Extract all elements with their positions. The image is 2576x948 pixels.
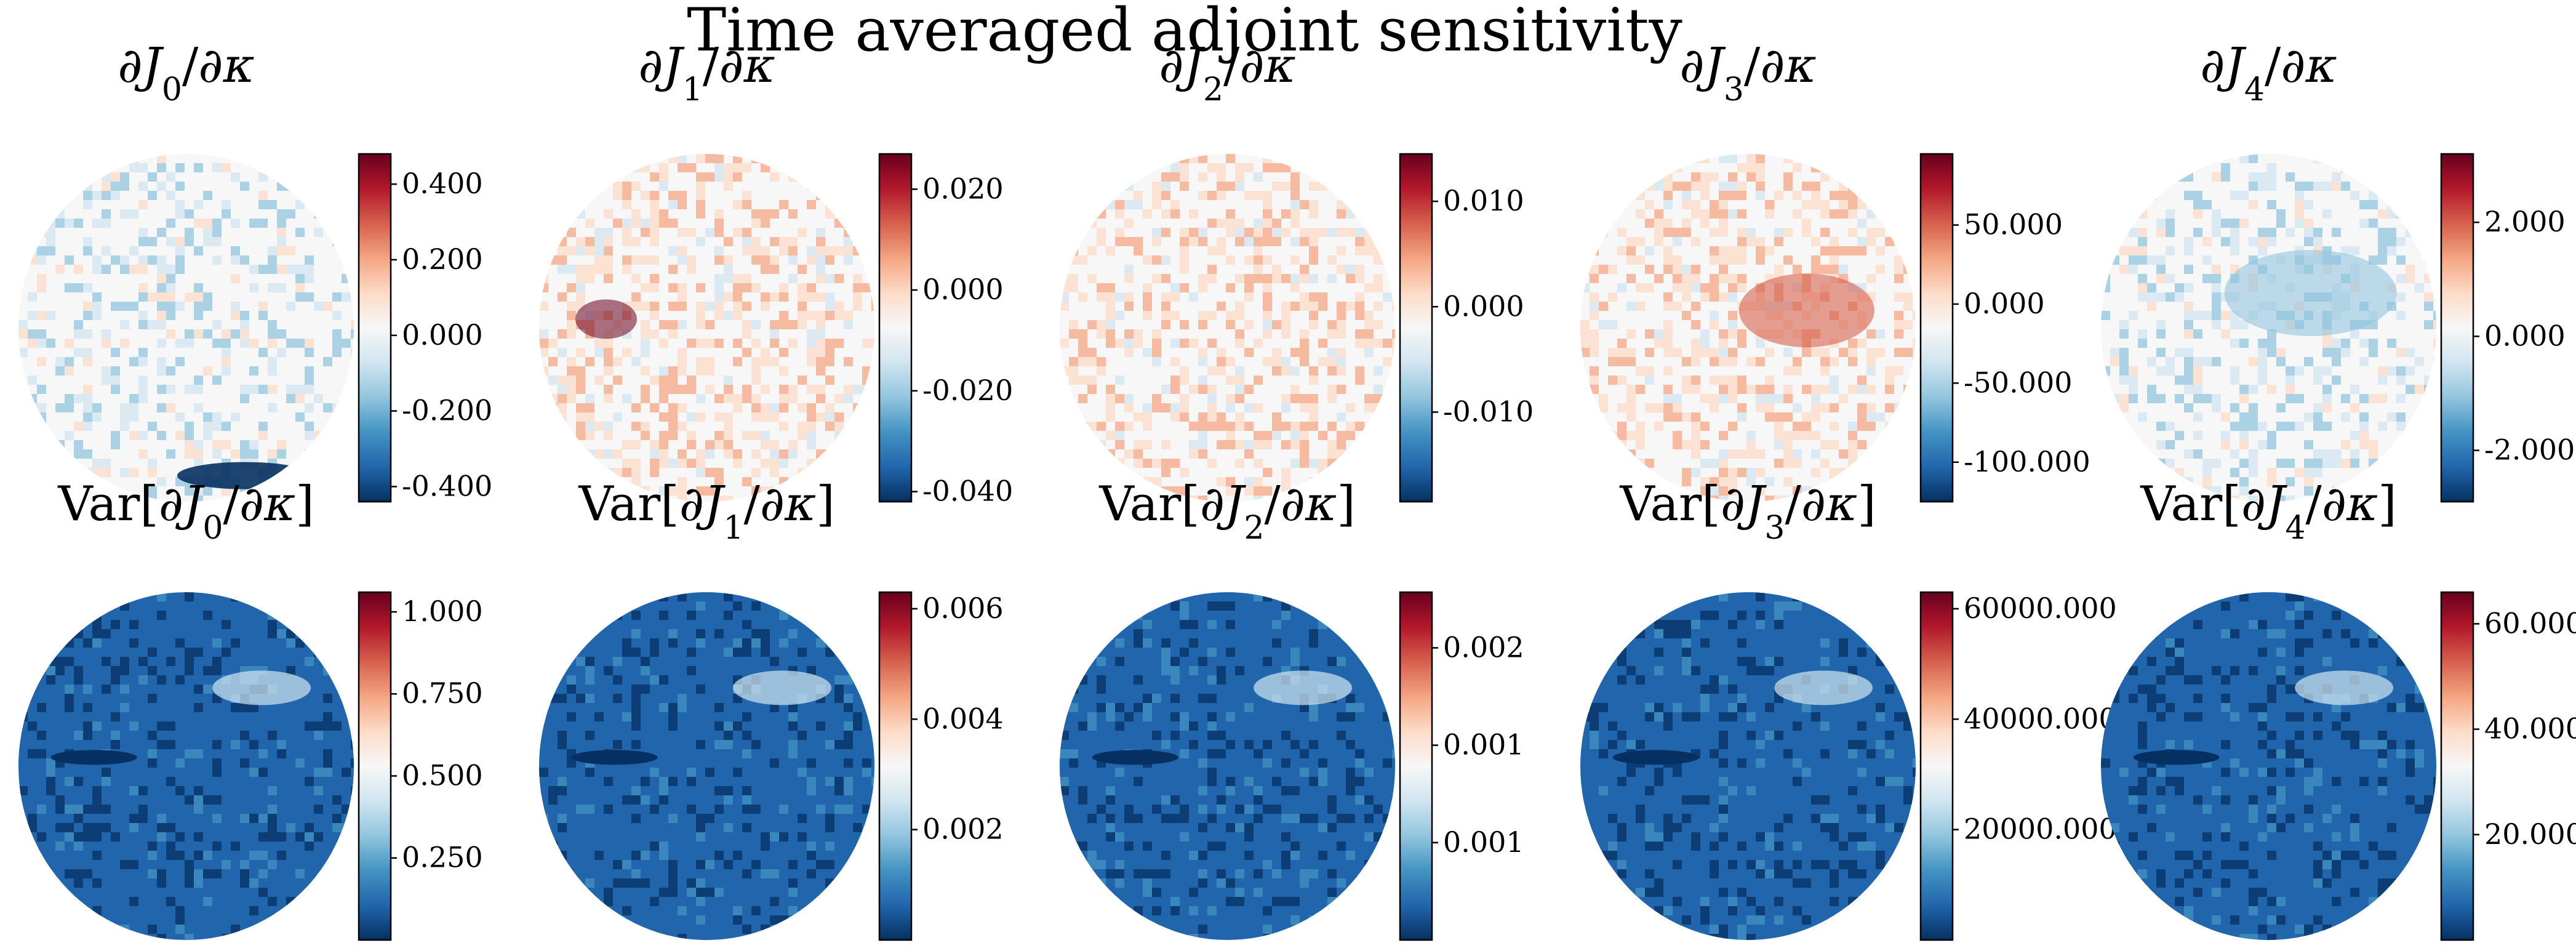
panel-mean-0: ∂J0/∂κ 0.400 0.200 0.000 -0.200 -0.400 xyxy=(18,38,492,503)
colorbar-tick-label: 0.010 xyxy=(1443,184,1524,217)
heatmap-disc xyxy=(1060,154,1395,502)
panel-mean-3: ∂J3/∂κ 50.000 0.000 -50.000 -100.000 xyxy=(1580,38,2090,503)
colorbar-gradient xyxy=(1399,591,1433,941)
colorbar: 0.010 0.000 -0.010 xyxy=(1399,153,1534,503)
heatmap-disc xyxy=(1060,592,1395,940)
panel-var-1: Var[∂J1/∂κ] 0.006 0.004 0.002 xyxy=(539,476,1004,941)
colorbar-tick-label: 0.000 xyxy=(922,273,1004,306)
panel-title: ∂J4/∂κ xyxy=(2200,38,2337,108)
colorbar-tick-label: -2.000 xyxy=(2484,433,2575,467)
colorbar: 0.006 0.004 0.002 xyxy=(878,591,1004,941)
heatmap-disc xyxy=(2101,592,2436,940)
colorbar-tick-label: 40000.000 xyxy=(1964,702,2117,735)
colorbar: 0.400 0.200 0.000 -0.200 -0.400 xyxy=(358,153,492,503)
colorbar-tick-label: 2.000 xyxy=(2484,205,2566,238)
colorbar: 60.000 40.000 20.000 xyxy=(2440,591,2576,941)
colorbar-tick-label: 0.000 xyxy=(1443,289,1524,323)
colorbar-gradient xyxy=(1919,153,1954,503)
colorbar-tick-label: 0.001 xyxy=(1443,728,1524,761)
colorbar-tick-label: 0.500 xyxy=(402,758,483,792)
colorbar-gradient xyxy=(358,153,392,503)
colorbar-tick-label: 0.750 xyxy=(402,677,483,710)
panel-title: Var[∂J3/∂κ] xyxy=(1619,476,1876,547)
colorbar-tick-label: 0.000 xyxy=(402,318,483,351)
colorbar-tick-label: 0.020 xyxy=(922,172,1004,205)
colorbar-tick-label: 0.250 xyxy=(402,841,483,874)
colorbar-tick-label: -100.000 xyxy=(1964,445,2090,478)
colorbar-tick-label: 20.000 xyxy=(2484,817,2576,851)
panel-title: Var[∂J0/∂κ] xyxy=(57,476,314,547)
panel-mean-4: ∂J4/∂κ 2.000 0.000 -2.000 xyxy=(2101,38,2575,503)
colorbar-gradient xyxy=(1399,153,1433,503)
panel-mean-1: ∂J1/∂κ 0.020 0.000 -0.020 -0.040 xyxy=(539,38,1013,508)
panel-var-2: Var[∂J2/∂κ] 0.002 0.001 0.001 xyxy=(1060,476,1524,941)
colorbar-tick-label: 0.002 xyxy=(1443,630,1524,664)
colorbar: 2.000 0.000 -2.000 xyxy=(2440,153,2575,503)
colorbar-tick-label: 40.000 xyxy=(2484,712,2576,745)
colorbar-tick-label: 60.000 xyxy=(2484,606,2576,640)
panel-title: ∂J3/∂κ xyxy=(1679,38,1817,108)
panel-var-0: Var[∂J0/∂κ] 1.000 0.750 0.500 0.250 xyxy=(18,476,483,941)
panel-var-3: Var[∂J3/∂κ] 60000.000 40000.000 20000.000 xyxy=(1580,476,2117,941)
figure-title: Time averaged adjoint sensitivity xyxy=(687,0,1682,65)
colorbar: 0.002 0.001 0.001 xyxy=(1399,591,1524,941)
panel-title: ∂J2/∂κ xyxy=(1159,38,1296,108)
colorbar-tick-label: -0.020 xyxy=(922,374,1013,407)
colorbar-tick-label: 0.004 xyxy=(922,702,1004,735)
colorbar: 60000.000 40000.000 20000.000 xyxy=(1919,591,2117,941)
colorbar: 0.020 0.000 -0.020 -0.040 xyxy=(878,153,1013,508)
colorbar-tick-label: 20000.000 xyxy=(1964,813,2117,846)
colorbar-tick-label: 1.000 xyxy=(402,595,483,628)
colorbar-gradient xyxy=(2440,153,2474,503)
panel-mean-2: ∂J2/∂κ 0.010 0.000 -0.010 xyxy=(1060,38,1534,503)
colorbar-tick-label: 60000.000 xyxy=(1964,592,2117,625)
colorbar-tick-label: 0.002 xyxy=(922,813,1004,846)
heatmap-disc xyxy=(2101,154,2436,502)
panel-title: ∂J0/∂κ xyxy=(118,38,255,108)
colorbar-tick-label: -50.000 xyxy=(1964,366,2073,399)
colorbar-tick-label: 0.200 xyxy=(402,243,483,276)
colorbar-gradient xyxy=(1919,591,1954,941)
colorbar-gradient xyxy=(878,591,913,941)
colorbar-tick-label: -0.010 xyxy=(1443,395,1534,428)
colorbar: 50.000 0.000 -50.000 -100.000 xyxy=(1919,153,2090,503)
colorbar-tick-label: 0.400 xyxy=(402,167,483,200)
heatmap-disc xyxy=(1580,592,1916,940)
colorbar-tick-label: 0.000 xyxy=(2484,319,2566,352)
colorbar-tick-label: -0.200 xyxy=(402,394,492,427)
heatmap-disc xyxy=(539,154,874,502)
colorbar-tick-label: 0.001 xyxy=(1443,825,1524,859)
heatmap-disc xyxy=(18,154,354,502)
panel-title: ∂J1/∂κ xyxy=(638,38,775,108)
panel-var-4: Var[∂J4/∂κ] 60.000 40.000 20.000 xyxy=(2101,476,2576,941)
heatmap-disc xyxy=(539,592,874,940)
colorbar-gradient xyxy=(878,153,913,503)
panel-title: Var[∂J1/∂κ] xyxy=(578,476,834,547)
colorbar-tick-label: -0.400 xyxy=(402,469,492,502)
colorbar-gradient xyxy=(2440,591,2474,941)
colorbar-gradient xyxy=(358,591,392,941)
heatmap-disc xyxy=(18,592,354,940)
colorbar-tick-label: 0.000 xyxy=(1964,287,2045,320)
colorbar-tick-label: 50.000 xyxy=(1964,208,2063,241)
heatmap-disc xyxy=(1580,154,1916,502)
colorbar-tick-label: 0.006 xyxy=(922,592,1004,625)
colorbar: 1.000 0.750 0.500 0.250 xyxy=(358,591,483,941)
panels: ∂J0/∂κ 0.400 0.200 0.000 -0.200 -0.400 ∂J1/∂κ 0… xyxy=(18,38,2576,941)
colorbar-tick-label: -0.040 xyxy=(922,475,1013,508)
panel-title: Var[∂J2/∂κ] xyxy=(1098,476,1355,547)
panel-title: Var[∂J4/∂κ] xyxy=(2140,476,2396,547)
